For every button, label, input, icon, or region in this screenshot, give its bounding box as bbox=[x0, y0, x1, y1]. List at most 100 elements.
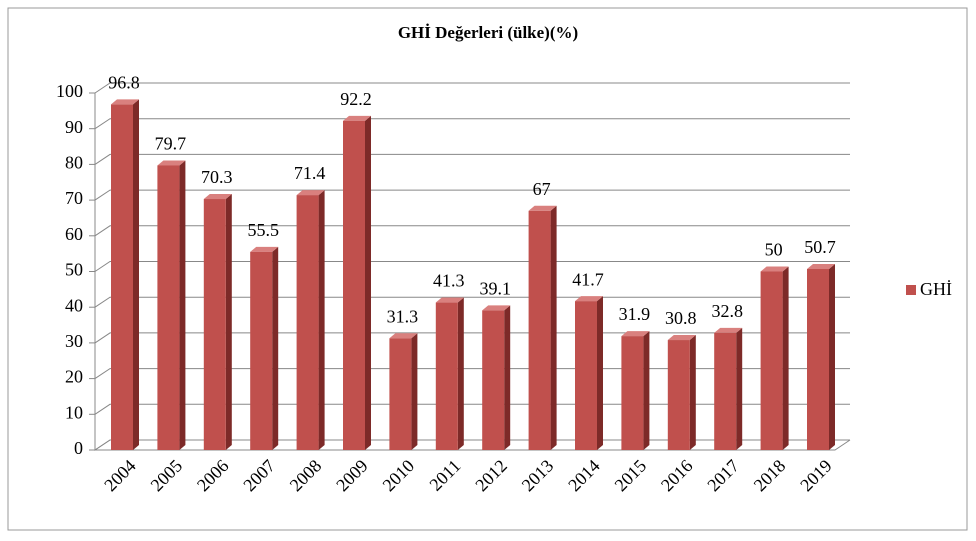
bar-side bbox=[272, 246, 279, 450]
value-label: 50.7 bbox=[804, 237, 836, 257]
bar-group bbox=[343, 115, 371, 450]
bar-top bbox=[296, 190, 325, 196]
bar-side bbox=[829, 264, 835, 450]
bar bbox=[482, 310, 505, 450]
bar-side bbox=[504, 305, 511, 450]
bar-group bbox=[250, 246, 279, 450]
bar-group bbox=[157, 160, 186, 450]
bar-top bbox=[157, 160, 186, 166]
y-tick-label: 30 bbox=[65, 331, 83, 351]
bar-side bbox=[133, 99, 139, 450]
bar-top bbox=[250, 246, 279, 252]
y-tick-label: 10 bbox=[65, 402, 83, 422]
bar-group bbox=[714, 327, 743, 450]
bar-group bbox=[296, 190, 325, 451]
legend-label: GHİ bbox=[920, 279, 952, 299]
value-label: 96.8 bbox=[108, 73, 140, 93]
bar-side bbox=[736, 327, 743, 450]
bar-side bbox=[782, 266, 789, 450]
bar-side bbox=[225, 194, 232, 450]
bar bbox=[667, 340, 690, 450]
bar-group bbox=[389, 333, 418, 450]
bar bbox=[111, 104, 133, 450]
bar-group bbox=[482, 305, 511, 450]
bar-top bbox=[621, 331, 650, 337]
y-tick-label: 90 bbox=[65, 117, 83, 137]
bar bbox=[343, 120, 365, 450]
bar-top bbox=[111, 99, 139, 105]
bar-group bbox=[528, 205, 557, 450]
bar-group bbox=[807, 264, 835, 450]
y-tick-label: 50 bbox=[65, 260, 83, 280]
bar-top bbox=[575, 296, 603, 302]
bar-side bbox=[457, 297, 464, 450]
bar bbox=[528, 210, 551, 450]
bar-side bbox=[689, 335, 696, 450]
y-tick-label: 40 bbox=[65, 295, 83, 315]
bar-group bbox=[760, 266, 789, 450]
chart-title: GHİ Değerleri (ülke)(%) bbox=[398, 23, 578, 42]
bar-group bbox=[203, 194, 232, 450]
bar-top bbox=[760, 266, 789, 272]
bar-group bbox=[575, 296, 603, 450]
grid-line bbox=[94, 153, 850, 165]
bar-top bbox=[203, 194, 232, 200]
value-label: 41.7 bbox=[572, 269, 604, 289]
value-label: 31.3 bbox=[387, 306, 419, 326]
value-label: 79.7 bbox=[155, 134, 187, 154]
grid-line bbox=[94, 296, 850, 308]
y-tick-label: 70 bbox=[65, 188, 83, 208]
bar-side bbox=[550, 205, 557, 450]
bar-top bbox=[343, 115, 371, 121]
bar-side bbox=[179, 160, 186, 450]
bar-top bbox=[482, 305, 511, 311]
value-label: 67 bbox=[533, 179, 551, 199]
bar-top bbox=[667, 335, 696, 341]
bar bbox=[714, 332, 737, 450]
value-label: 70.3 bbox=[201, 167, 233, 187]
value-label: 41.3 bbox=[433, 271, 465, 291]
value-label: 71.4 bbox=[294, 163, 326, 183]
bar-top bbox=[528, 205, 557, 211]
bar-top bbox=[807, 264, 835, 270]
grid-line bbox=[94, 261, 850, 272]
bar bbox=[760, 271, 783, 450]
bar bbox=[203, 199, 226, 450]
y-tick-label: 100 bbox=[56, 81, 83, 101]
bar-side bbox=[411, 333, 418, 450]
grid-line bbox=[94, 189, 850, 201]
bar bbox=[621, 336, 644, 450]
bar-side bbox=[365, 115, 371, 450]
value-label: 30.8 bbox=[665, 308, 697, 328]
bar-top bbox=[389, 333, 418, 339]
bar bbox=[435, 302, 458, 450]
bar-group bbox=[621, 331, 650, 450]
bar bbox=[575, 301, 597, 450]
bar-side bbox=[597, 296, 603, 450]
bar-top bbox=[435, 297, 464, 303]
value-label: 55.5 bbox=[247, 220, 279, 240]
bar bbox=[389, 338, 412, 450]
legend-swatch bbox=[906, 285, 916, 295]
bar-side bbox=[643, 331, 650, 450]
bar-side bbox=[318, 190, 325, 451]
bar bbox=[296, 195, 319, 450]
bar-top bbox=[714, 327, 743, 333]
value-label: 39.1 bbox=[479, 279, 511, 299]
bar bbox=[807, 269, 829, 450]
grid-line bbox=[94, 225, 850, 237]
grid-line bbox=[94, 82, 850, 94]
grid-line bbox=[94, 332, 850, 344]
y-tick-label: 60 bbox=[65, 224, 83, 244]
value-label: 50 bbox=[765, 240, 783, 260]
y-tick-label: 80 bbox=[65, 153, 83, 173]
grid-line bbox=[94, 439, 850, 451]
grid-line bbox=[94, 368, 850, 380]
grid-line bbox=[94, 118, 850, 130]
bar-group bbox=[111, 99, 139, 450]
grid-line bbox=[94, 403, 850, 415]
bar bbox=[157, 165, 180, 450]
bar bbox=[250, 251, 273, 450]
floor bbox=[95, 439, 851, 451]
